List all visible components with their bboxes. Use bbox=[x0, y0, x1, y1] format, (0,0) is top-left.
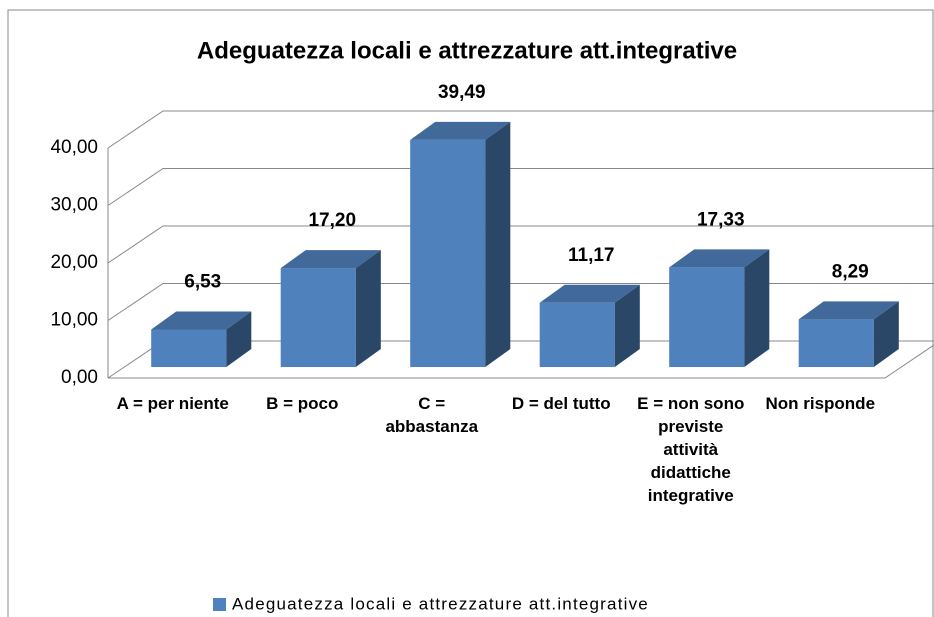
y-tick-label: 10,00 bbox=[50, 310, 98, 331]
bar-side bbox=[744, 249, 770, 367]
grid-line bbox=[107, 110, 934, 149]
y-tick-label: 40,00 bbox=[50, 137, 98, 158]
bar-front bbox=[410, 139, 486, 367]
bar-top bbox=[151, 311, 252, 330]
grid-line bbox=[107, 168, 934, 206]
data-label: 17,20 bbox=[308, 210, 356, 231]
data-label: 11,17 bbox=[568, 245, 615, 266]
legend-label: Adeguatezza locali e attrezzature att.in… bbox=[232, 594, 649, 613]
bar-front bbox=[280, 268, 356, 367]
bar bbox=[280, 250, 381, 367]
bar-top bbox=[669, 249, 770, 268]
x-tick-label: B = poco bbox=[266, 394, 339, 413]
bar-top bbox=[410, 121, 511, 140]
bar-side bbox=[873, 301, 899, 367]
data-label: 17,33 bbox=[697, 209, 745, 230]
bar bbox=[669, 249, 770, 367]
bar-front bbox=[669, 267, 745, 367]
bar bbox=[410, 121, 511, 368]
chart-title: Adeguatezza locali e attrezzature att.in… bbox=[197, 37, 737, 64]
x-tick-label: Non risponde bbox=[765, 394, 876, 413]
data-label: 6,53 bbox=[184, 271, 221, 292]
x-tick-label: A = per niente bbox=[116, 394, 229, 413]
bar-side bbox=[226, 311, 252, 367]
bar bbox=[151, 311, 252, 367]
bar-front bbox=[539, 302, 615, 367]
y-tick-label: 30,00 bbox=[50, 195, 98, 216]
bar-top bbox=[539, 284, 640, 303]
y-tick-label: 20,00 bbox=[50, 252, 98, 273]
bar-side bbox=[614, 284, 640, 367]
bar-top bbox=[280, 250, 381, 269]
bar bbox=[798, 301, 899, 367]
bar-top bbox=[798, 301, 899, 320]
x-tick-label: C = abbastanza bbox=[385, 394, 479, 436]
chart-border bbox=[7, 9, 934, 617]
bar bbox=[539, 284, 640, 367]
bar-front bbox=[151, 329, 227, 367]
x-tick-label: D = del tutto bbox=[511, 394, 611, 413]
bar-side bbox=[485, 121, 511, 368]
bar-side bbox=[355, 250, 381, 367]
grid-line bbox=[107, 225, 934, 264]
legend-swatch bbox=[213, 598, 226, 611]
y-tick-label: 0,00 bbox=[61, 367, 98, 388]
data-label: 8,29 bbox=[832, 261, 869, 282]
data-label: 39,49 bbox=[438, 82, 486, 103]
x-tick-label: E = non sono previste attività didattich… bbox=[637, 394, 745, 505]
floor-edge bbox=[108, 344, 934, 379]
bar-front bbox=[798, 319, 874, 367]
